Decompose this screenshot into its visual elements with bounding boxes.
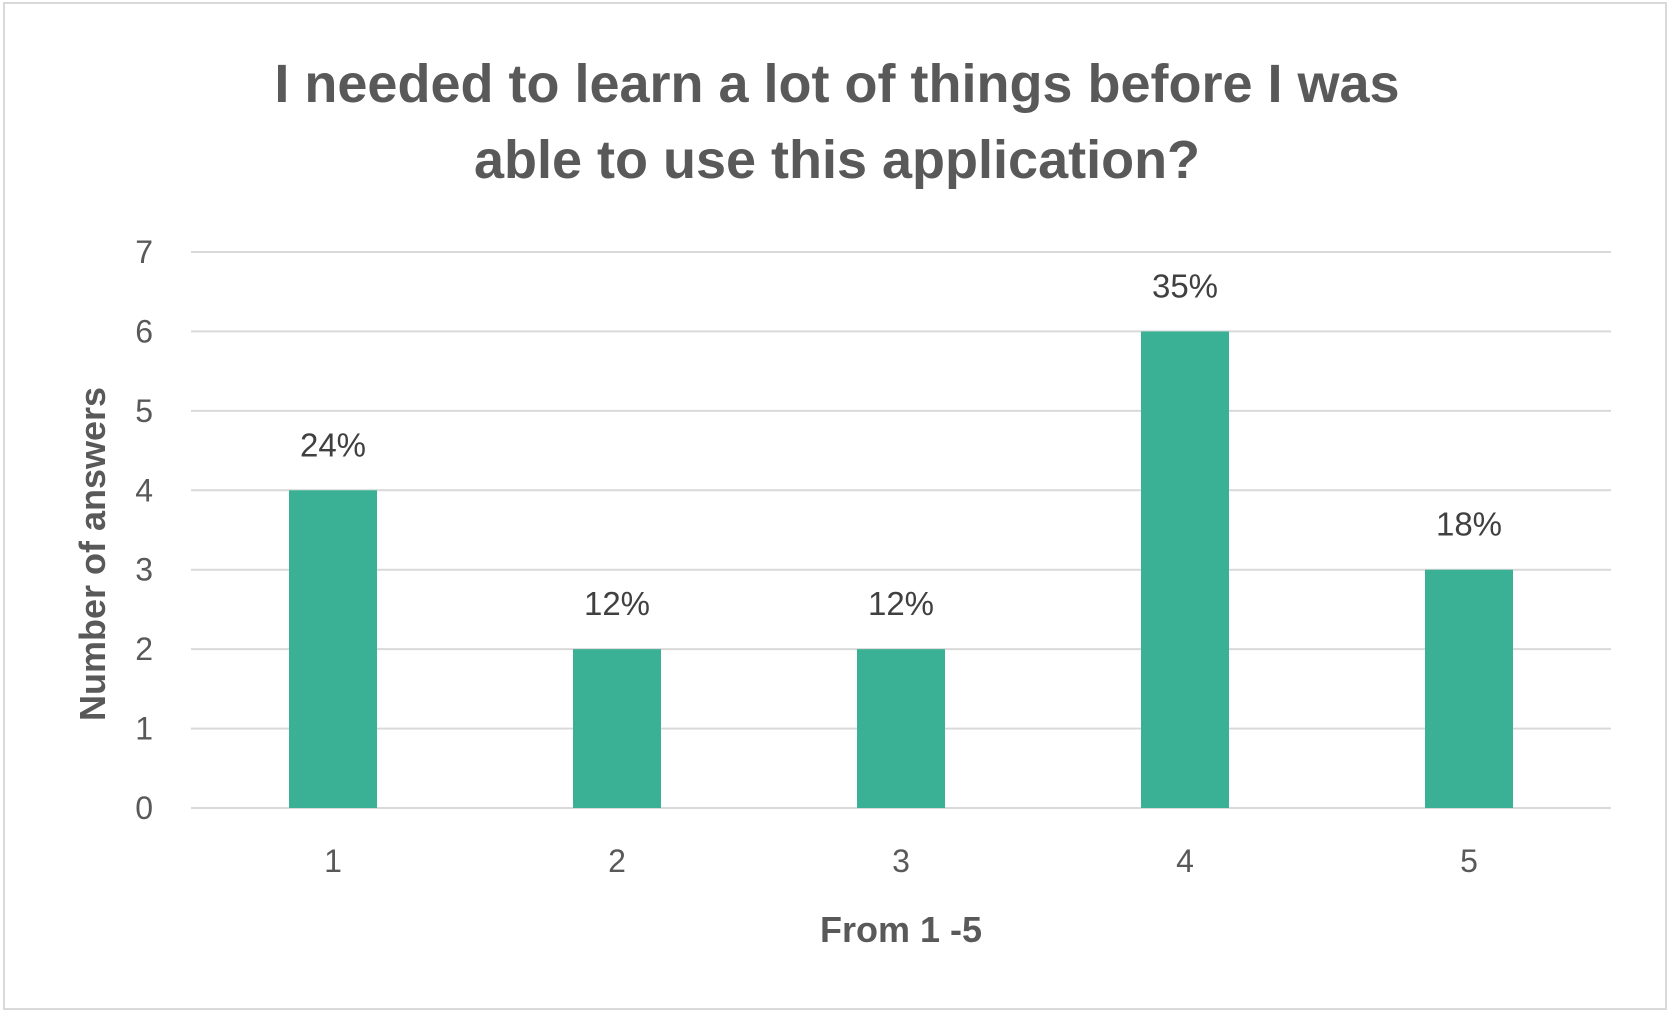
bar-chart-plot: 0 1 2 3 4 5 6 7 1 2 3 4 5 24% 12% 12% 35% 18% From 1 -5… [72,234,1611,950]
x-tick-label: 3 [892,843,910,879]
bar-1 [289,490,377,808]
data-label-4: 35% [1152,267,1218,304]
data-labels: 24% 12% 12% 35% 18% [300,267,1502,622]
y-tick-label: 2 [135,631,153,667]
data-label-5: 18% [1436,506,1502,543]
data-label-3: 12% [868,585,934,622]
bar-3 [857,649,945,808]
y-tick-label: 7 [135,234,153,270]
chart-title-line-1: I needed to learn a lot of things before… [274,54,1400,114]
y-tick-label: 3 [135,552,153,588]
x-tick-label: 1 [324,843,342,879]
data-label-2: 12% [584,585,650,622]
y-tick-label: 0 [135,790,153,826]
x-axis-ticks: 1 2 3 4 5 [324,843,1478,879]
x-axis-title: From 1 -5 [820,909,982,950]
bar-5 [1425,569,1513,808]
y-axis-title: Number of answers [72,387,113,721]
x-tick-label: 2 [608,843,626,879]
chart-frame: I needed to learn a lot of things before… [3,2,1667,1010]
y-tick-label: 5 [135,393,153,429]
chart-title: I needed to learn a lot of things before… [5,46,1669,198]
bars [289,331,1513,808]
y-tick-label: 1 [135,711,153,747]
chart-title-line-2: able to use this application? [473,130,1201,190]
bar-4 [1141,331,1229,808]
bar-2 [573,649,661,808]
y-tick-label: 4 [135,472,153,508]
data-label-1: 24% [300,426,366,463]
x-tick-label: 4 [1176,843,1194,879]
y-axis-ticks: 0 1 2 3 4 5 6 7 [135,234,153,826]
y-tick-label: 6 [135,313,153,349]
x-tick-label: 5 [1460,843,1478,879]
